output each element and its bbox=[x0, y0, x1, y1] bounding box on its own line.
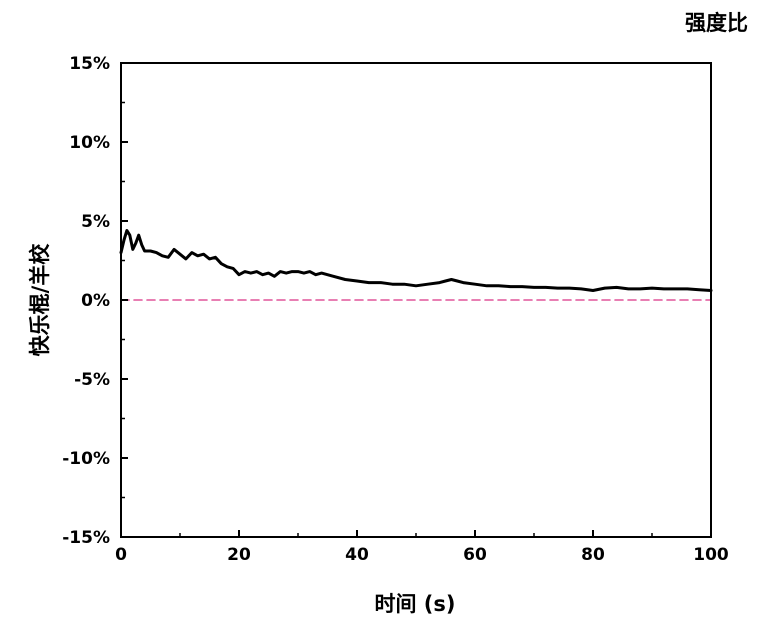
y-tick-label: -10% bbox=[62, 449, 110, 469]
x-tick-label: 100 bbox=[693, 545, 729, 565]
x-tick-label: 40 bbox=[345, 545, 369, 565]
y-tick-label: 15% bbox=[69, 54, 110, 74]
y-axis-title: 快乐棍/羊校 bbox=[28, 243, 52, 357]
y-tick-label: -15% bbox=[62, 528, 110, 548]
x-axis-title: 时间 (s) bbox=[374, 592, 455, 616]
series-line-0 bbox=[119, 229, 713, 292]
plot-area bbox=[119, 229, 713, 301]
y-tick-label: 5% bbox=[81, 212, 110, 232]
chart-title: 强度比 bbox=[685, 11, 748, 35]
axes: 15% 10% 5% 0% -5% -10% -15%0 20 40 60 80 100 bbox=[62, 54, 729, 565]
x-tick-label: 80 bbox=[581, 545, 605, 565]
x-tick-label: 0 bbox=[115, 545, 127, 565]
y-tick-label: 0% bbox=[81, 291, 110, 311]
x-tick-label: 60 bbox=[463, 545, 487, 565]
y-tick-label: -5% bbox=[74, 370, 110, 390]
x-tick-label: 20 bbox=[227, 545, 251, 565]
y-tick-label: 10% bbox=[69, 133, 110, 153]
